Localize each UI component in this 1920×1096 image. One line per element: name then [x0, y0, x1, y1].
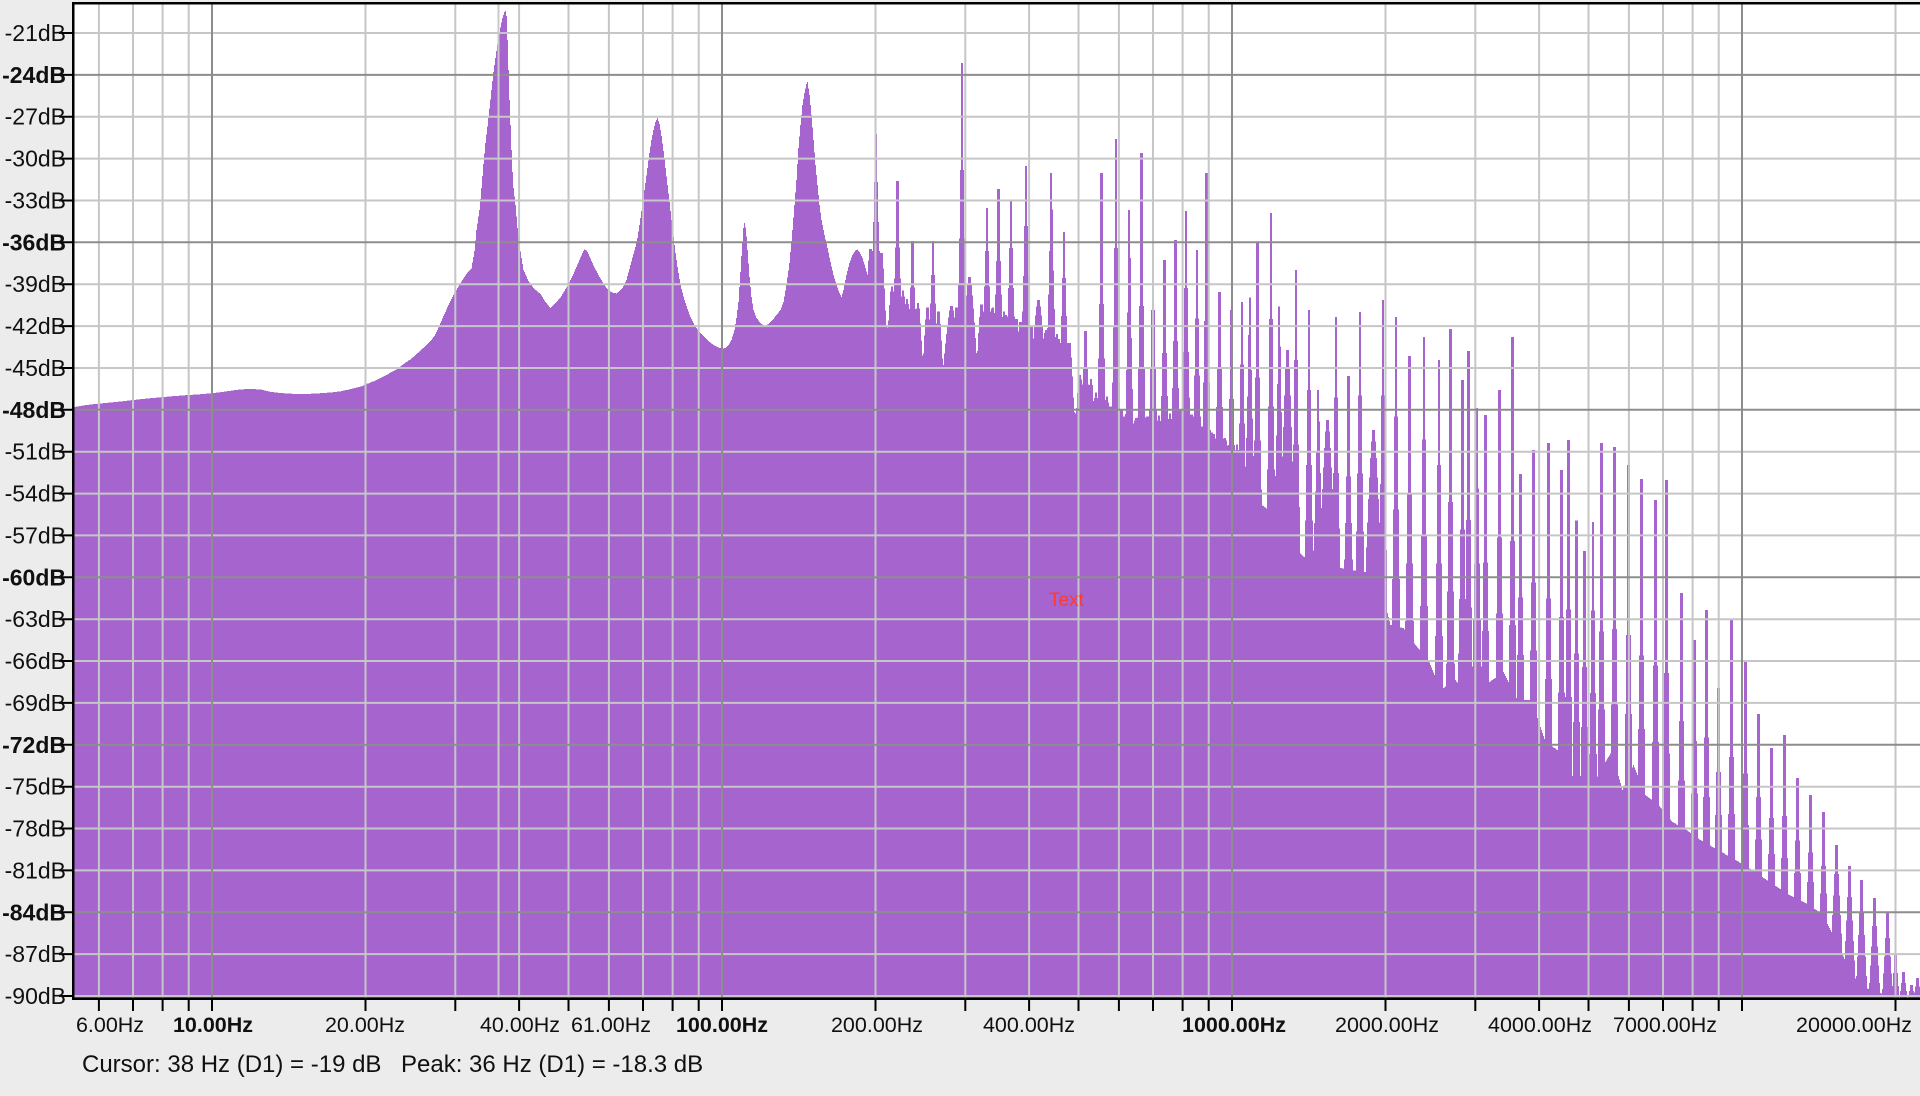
svg-text:-66dB: -66dB — [5, 648, 66, 674]
svg-text:-78dB: -78dB — [5, 816, 66, 842]
svg-text:-81dB: -81dB — [5, 857, 66, 883]
svg-text:-60dB: -60dB — [2, 564, 66, 590]
svg-text:-63dB: -63dB — [5, 606, 66, 632]
svg-text:-33dB: -33dB — [5, 188, 66, 214]
svg-text:-24dB: -24dB — [2, 62, 66, 88]
svg-text:-90dB: -90dB — [5, 983, 66, 1009]
svg-text:7000.00Hz: 7000.00Hz — [1613, 1013, 1717, 1037]
svg-text:-72dB: -72dB — [2, 732, 66, 758]
svg-text:20.00Hz: 20.00Hz — [325, 1013, 405, 1037]
svg-text:200.00Hz: 200.00Hz — [831, 1013, 923, 1037]
svg-text:-48dB: -48dB — [2, 397, 66, 423]
svg-text:-54dB: -54dB — [5, 481, 66, 507]
svg-text:400.00Hz: 400.00Hz — [983, 1013, 1075, 1037]
svg-text:-51dB: -51dB — [5, 439, 66, 465]
svg-text:Cursor: 38 Hz (D1) = -19 dB: Cursor: 38 Hz (D1) = -19 dB — [82, 1051, 381, 1078]
svg-text:-75dB: -75dB — [5, 774, 66, 800]
svg-text:2000.00Hz: 2000.00Hz — [1335, 1013, 1439, 1037]
svg-text:-42dB: -42dB — [5, 313, 66, 339]
svg-text:-87dB: -87dB — [5, 941, 66, 967]
svg-text:20000.00Hz: 20000.00Hz — [1796, 1013, 1912, 1037]
svg-text:-27dB: -27dB — [5, 104, 66, 130]
svg-text:-45dB: -45dB — [5, 355, 66, 381]
svg-text:-57dB: -57dB — [5, 522, 66, 548]
svg-text:4000.00Hz: 4000.00Hz — [1488, 1013, 1592, 1037]
svg-text:Peak: 36 Hz (D1) = -18.3 dB: Peak: 36 Hz (D1) = -18.3 dB — [401, 1051, 703, 1078]
svg-text:-39dB: -39dB — [5, 271, 66, 297]
svg-text:6.00Hz: 6.00Hz — [76, 1013, 144, 1037]
svg-text:-36dB: -36dB — [2, 229, 66, 255]
svg-text:-84dB: -84dB — [2, 899, 66, 925]
svg-text:61.00Hz: 61.00Hz — [571, 1013, 651, 1037]
svg-text:1000.00Hz: 1000.00Hz — [1182, 1013, 1286, 1037]
svg-text:10.00Hz: 10.00Hz — [173, 1013, 253, 1037]
svg-text:Text: Text — [1049, 590, 1085, 611]
svg-text:40.00Hz: 40.00Hz — [480, 1013, 560, 1037]
svg-text:-69dB: -69dB — [5, 690, 66, 716]
svg-text:-21dB: -21dB — [5, 20, 66, 46]
svg-text:-30dB: -30dB — [5, 146, 66, 172]
svg-text:100.00Hz: 100.00Hz — [676, 1013, 768, 1037]
